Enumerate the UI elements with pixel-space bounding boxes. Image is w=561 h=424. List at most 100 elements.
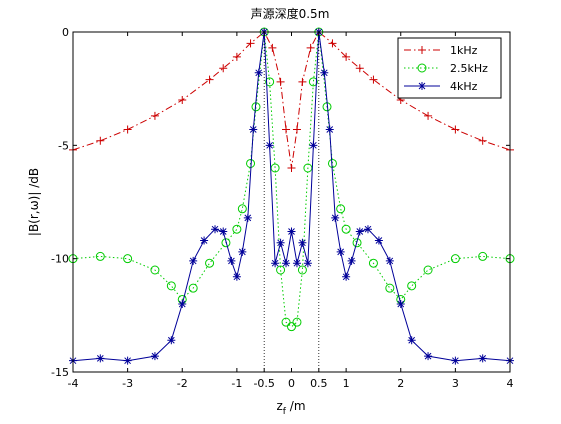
data-point xyxy=(308,77,318,87)
data-point xyxy=(219,227,228,236)
x-tick-label: 3 xyxy=(452,377,459,390)
data-point xyxy=(221,238,231,248)
data-point xyxy=(95,251,105,261)
data-point xyxy=(271,259,280,268)
data-point xyxy=(451,125,460,134)
data-point xyxy=(287,164,296,172)
x-tick-label: -4 xyxy=(68,377,79,390)
data-point xyxy=(292,125,301,134)
data-point xyxy=(205,75,214,84)
legend-marker xyxy=(418,46,426,54)
data-point xyxy=(178,96,187,104)
data-point xyxy=(268,43,277,52)
data-point xyxy=(219,64,228,73)
data-point xyxy=(451,356,460,365)
data-point xyxy=(342,272,351,281)
data-point xyxy=(352,238,362,248)
data-point xyxy=(123,254,133,264)
data-point xyxy=(407,336,416,345)
data-point xyxy=(238,247,247,256)
data-point xyxy=(167,336,176,345)
x-tick-label: 2 xyxy=(397,377,404,390)
data-point xyxy=(424,111,433,120)
data-point xyxy=(355,64,364,73)
data-point xyxy=(282,259,291,268)
data-point xyxy=(306,43,315,52)
data-point xyxy=(265,141,274,150)
plot-area xyxy=(68,27,515,372)
series-line-2.5kHz xyxy=(72,31,511,328)
data-point xyxy=(298,77,307,86)
y-axis-label: |B(r,ω)| /dB xyxy=(27,168,41,236)
x-tick-label: 0.5 xyxy=(310,377,328,390)
data-point xyxy=(232,52,241,61)
y-tick-label: -15 xyxy=(51,366,69,379)
legend-marker xyxy=(417,63,427,73)
data-point xyxy=(369,75,378,84)
data-point xyxy=(282,125,291,134)
data-point xyxy=(450,254,460,264)
series-1kHz xyxy=(69,28,514,172)
data-point xyxy=(150,352,159,361)
data-point xyxy=(211,225,220,234)
data-point xyxy=(355,227,364,236)
data-point xyxy=(188,283,198,293)
x-tick-label: 4 xyxy=(507,377,514,390)
data-point xyxy=(123,356,132,365)
data-point xyxy=(292,317,302,327)
data-point xyxy=(368,258,378,268)
data-point xyxy=(246,39,255,48)
data-point xyxy=(396,300,405,308)
legend-item-4kHz: 4kHz xyxy=(404,80,478,93)
data-point xyxy=(331,213,340,222)
data-point xyxy=(276,77,285,86)
data-point xyxy=(232,224,242,234)
data-point xyxy=(232,272,241,281)
data-point xyxy=(96,136,105,145)
data-point xyxy=(200,236,209,245)
data-point xyxy=(166,281,176,291)
data-point xyxy=(342,52,351,61)
data-point xyxy=(478,354,487,363)
x-tick-label: 1 xyxy=(343,377,350,390)
data-point xyxy=(249,125,258,134)
x-tick-label: -1 xyxy=(231,377,242,390)
x-tick-label: 0 xyxy=(288,377,295,390)
x-axis-label: zf /m xyxy=(276,399,305,417)
axis-ticks: -4 -3 -2 -1 -0.5 0 0.5 1 2 3 4 0 -5 -10 -15 xyxy=(51,26,513,390)
data-point xyxy=(287,322,296,332)
chart-title: 声源深度0.5m xyxy=(251,6,330,21)
data-point xyxy=(336,247,345,256)
data-point xyxy=(276,238,285,247)
legend-label: 1kHz xyxy=(450,44,478,57)
legend-box xyxy=(397,37,502,99)
data-point xyxy=(347,256,356,265)
legend-label: 4kHz xyxy=(450,80,478,93)
legend-marker xyxy=(418,82,426,90)
data-point xyxy=(265,77,275,87)
legend-item-2.5kHz: 2.5kHz xyxy=(404,62,488,75)
legend: 1kHz 2.5kHz 4kHz xyxy=(397,37,502,99)
x-tick-label: -2 xyxy=(177,377,188,390)
data-point xyxy=(276,265,286,275)
data-point xyxy=(478,251,488,261)
data-point xyxy=(320,68,329,77)
y-tick-label: -5 xyxy=(58,139,69,152)
data-point xyxy=(407,281,417,291)
x-tick-label: -3 xyxy=(122,377,133,390)
data-point xyxy=(303,259,312,268)
data-point xyxy=(205,258,215,268)
data-point xyxy=(189,256,198,265)
data-point xyxy=(281,317,291,327)
data-point xyxy=(292,259,301,268)
legend-label: 2.5kHz xyxy=(450,62,488,75)
data-point xyxy=(243,213,252,222)
data-point xyxy=(287,227,296,236)
data-point xyxy=(254,68,263,77)
data-point xyxy=(298,238,307,247)
data-point xyxy=(374,236,383,245)
data-point xyxy=(309,141,318,150)
y-tick-label: -10 xyxy=(51,253,69,266)
